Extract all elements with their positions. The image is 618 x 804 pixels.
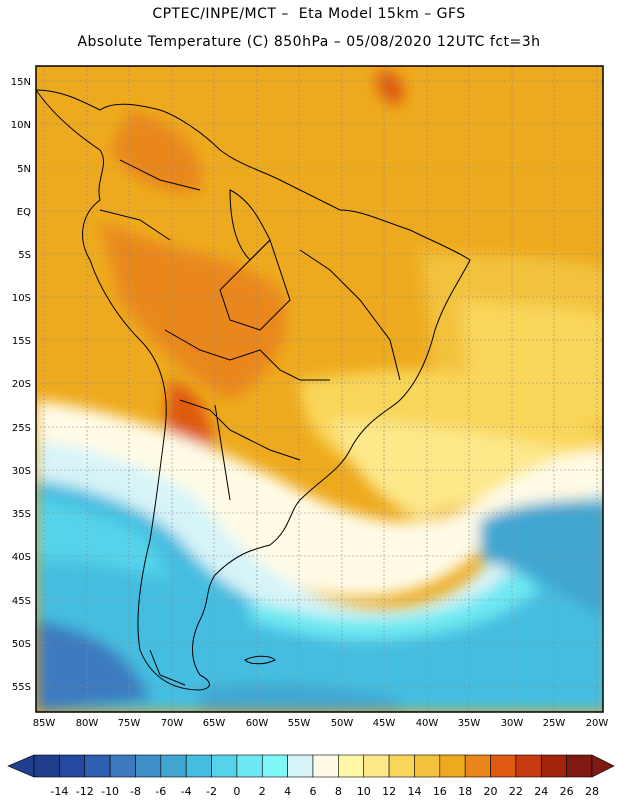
lon-label: 20W	[586, 718, 609, 729]
colorbar-label: 10	[357, 785, 371, 798]
colorbar-label: 16	[433, 785, 447, 798]
lat-label: 15S	[12, 336, 31, 347]
colorbar-swatch	[566, 754, 593, 778]
colorbar-min-arrow	[7, 754, 35, 778]
colorbar-label: 6	[310, 785, 317, 798]
colorbar-swatch	[464, 754, 491, 778]
colorbar-swatch	[490, 754, 517, 778]
lon-label: 60W	[246, 718, 269, 729]
colorbar-label: 14	[407, 785, 421, 798]
lat-label: EQ	[17, 207, 31, 218]
lat-lon-grid	[36, 66, 603, 712]
colorbar-label: -2	[206, 785, 217, 798]
colorbar-label: 2	[259, 785, 266, 798]
map-frame	[35, 65, 604, 713]
colorbar-label: 22	[509, 785, 523, 798]
lon-label: 45W	[373, 718, 396, 729]
colorbar-swatch	[540, 754, 567, 778]
lon-label: 55W	[288, 718, 311, 729]
lat-label: 45S	[12, 596, 31, 607]
colorbar-max-arrow	[591, 754, 615, 778]
colorbar-swatch	[338, 754, 365, 778]
longitude-labels: 85W 80W 75W 70W 65W 60W 55W 50W 45W 40W …	[33, 718, 609, 729]
colorbar-label: 4	[284, 785, 291, 798]
colorbar-swatch	[287, 754, 314, 778]
title-line-2: Absolute Temperature (C) 850hPa – 05/08/…	[77, 34, 541, 50]
lat-label: 35S	[12, 509, 31, 520]
colorbar-swatch	[414, 754, 441, 778]
colorbar-label: -4	[181, 785, 192, 798]
lon-label: 85W	[33, 718, 56, 729]
colorbar-label: 28	[585, 785, 599, 798]
colorbar-swatch	[109, 754, 136, 778]
lon-label: 40W	[416, 718, 439, 729]
lon-label: 30W	[501, 718, 524, 729]
colorbar-swatch	[160, 754, 187, 778]
colorbar-label: -12	[76, 785, 94, 798]
lon-label: 70W	[161, 718, 184, 729]
colorbar-swatch	[33, 754, 60, 778]
colorbar-label: 20	[484, 785, 498, 798]
coastlines-and-borders	[36, 89, 471, 691]
colorbar-swatch	[312, 754, 339, 778]
lat-label: 40S	[12, 552, 31, 563]
colorbar-swatch	[363, 754, 390, 778]
lon-label: 75W	[118, 718, 141, 729]
lon-label: 50W	[331, 718, 354, 729]
colorbar-label: 18	[458, 785, 472, 798]
temperature-field	[36, 66, 603, 712]
lat-label: 15N	[11, 77, 31, 88]
title-line-1: CPTEC/INPE/MCT – Eta Model 15km – GFS	[152, 6, 466, 22]
lat-label: 10N	[11, 120, 31, 131]
lat-label: 20S	[12, 379, 31, 390]
lat-label: 55S	[12, 682, 31, 693]
lon-label: 25W	[543, 718, 566, 729]
lat-label: 5S	[18, 250, 31, 261]
lon-label: 80W	[76, 718, 99, 729]
colorbar-label: -10	[101, 785, 119, 798]
colorbar-swatch	[135, 754, 162, 778]
lat-label: 50S	[12, 639, 31, 650]
lat-label: 10S	[12, 293, 31, 304]
colorbar-swatch	[388, 754, 415, 778]
colorbar-swatch	[261, 754, 288, 778]
colorbar-label: -6	[155, 785, 166, 798]
colorbar-label: -14	[50, 785, 68, 798]
colorbar-label: 26	[560, 785, 574, 798]
colorbar-label: 24	[534, 785, 548, 798]
colorbar-swatch	[439, 754, 466, 778]
colorbar-swatch	[185, 754, 212, 778]
colorbar: -14 -12 -10 -8 -6 -4 -2 0 2 4 6 8 10 12 14 16 18 20 22 24 26…	[7, 754, 615, 798]
colorbar-label: 8	[335, 785, 342, 798]
colorbar-swatch	[515, 754, 542, 778]
colorbar-label: 0	[233, 785, 240, 798]
colorbar-swatch	[236, 754, 263, 778]
colorbar-swatch	[211, 754, 238, 778]
colorbar-label: -8	[130, 785, 141, 798]
lat-label: 5N	[17, 164, 31, 175]
colorbar-swatch	[84, 754, 111, 778]
lon-label: 35W	[458, 718, 481, 729]
colorbar-label: 12	[382, 785, 396, 798]
latitude-labels: 15N 10N 5N EQ 5S 10S 15S 20S 25S 30S 35S…	[11, 77, 31, 693]
lon-label: 65W	[203, 718, 226, 729]
lat-label: 30S	[12, 466, 31, 477]
lat-label: 25S	[12, 423, 31, 434]
colorbar-swatch	[59, 754, 86, 778]
